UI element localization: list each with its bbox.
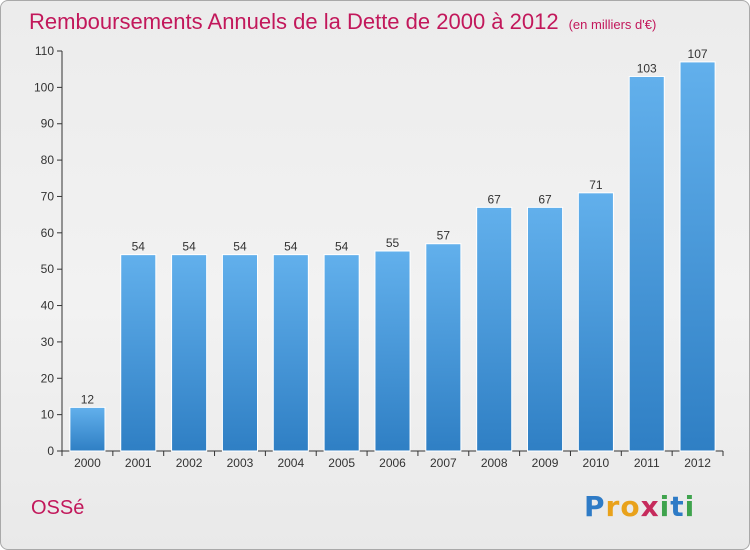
x-tick-label: 2000 <box>74 456 101 470</box>
data-label: 54 <box>284 240 298 254</box>
chart-subtitle: (en milliers d'€) <box>568 17 657 32</box>
x-tick-label: 2007 <box>430 456 457 470</box>
bar <box>526 206 564 452</box>
logo-letter: t <box>670 490 685 523</box>
bar <box>69 406 106 452</box>
bar <box>577 192 614 452</box>
proxiti-logo: Proxiti <box>584 490 695 523</box>
x-tick-label: 2002 <box>176 456 203 470</box>
data-label: 107 <box>688 47 708 61</box>
data-label: 57 <box>437 229 451 243</box>
x-tick-label: 2003 <box>227 456 254 470</box>
data-label: 67 <box>488 192 502 206</box>
bar <box>120 254 157 452</box>
bar <box>628 75 665 452</box>
commune-name: OSSé <box>31 497 85 519</box>
y-tick-label: 70 <box>41 189 55 203</box>
x-tick-label: 2001 <box>125 456 152 470</box>
y-tick-label: 40 <box>41 299 55 313</box>
y-tick-label: 30 <box>41 335 55 349</box>
logo-letter: i <box>684 490 696 523</box>
data-label: 54 <box>335 240 349 254</box>
bar <box>374 250 411 452</box>
bar <box>323 254 360 452</box>
bar <box>476 206 513 452</box>
y-tick-label: 20 <box>41 371 55 385</box>
bar <box>425 243 462 452</box>
logo-letter: i <box>659 490 671 523</box>
data-label: 55 <box>386 236 400 250</box>
chart-title: Remboursements Annuels de la Dette de 20… <box>29 9 656 35</box>
data-label: 103 <box>637 61 657 75</box>
y-tick-label: 10 <box>41 408 55 422</box>
bar <box>221 254 259 452</box>
x-tick-label: 2006 <box>379 456 406 470</box>
data-label: 54 <box>182 240 196 254</box>
y-tick-label: 90 <box>41 117 55 131</box>
logo-letter: o <box>620 490 641 523</box>
y-tick-label: 80 <box>41 153 55 167</box>
x-tick-label: 2011 <box>634 456 660 470</box>
logo-letter: P <box>584 490 606 523</box>
x-tick-label: 2008 <box>481 456 508 470</box>
y-tick-label: 50 <box>41 262 55 276</box>
y-tick-label: 100 <box>34 80 54 94</box>
bar <box>272 254 309 452</box>
y-tick-label: 60 <box>41 226 55 240</box>
bar <box>171 254 208 452</box>
y-tick-label: 0 <box>47 444 54 458</box>
x-tick-label: 2010 <box>583 456 610 470</box>
data-label: 54 <box>132 240 146 254</box>
logo-letter: r <box>605 490 621 523</box>
bar <box>679 61 716 452</box>
data-label: 12 <box>81 392 95 406</box>
chart-title-text: Remboursements Annuels de la Dette de 20… <box>29 9 559 34</box>
data-label: 54 <box>233 240 247 254</box>
x-tick-label: 2009 <box>532 456 559 470</box>
data-label: 71 <box>589 178 603 192</box>
x-tick-label: 2004 <box>277 456 304 470</box>
x-tick-label: 2005 <box>328 456 355 470</box>
y-tick-label: 110 <box>35 44 54 58</box>
logo-letter: x <box>640 490 660 523</box>
data-label: 67 <box>538 192 552 206</box>
x-tick-label: 2012 <box>684 456 711 470</box>
